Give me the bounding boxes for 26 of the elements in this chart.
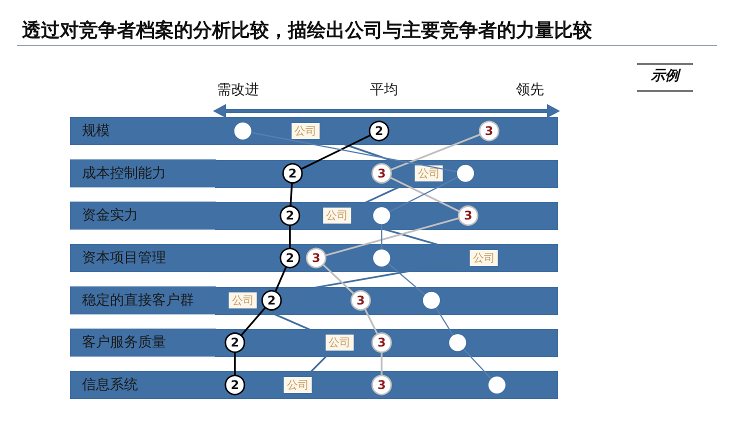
y-tick-label: 稳定的直接客户群 (82, 292, 194, 308)
y-tick-label: 成本控制能力 (82, 165, 166, 182)
text: 需改进 (217, 82, 259, 98)
y-tick-label: 信息系统 (82, 377, 138, 393)
text: 3 (464, 208, 472, 223)
text: 2 (267, 293, 276, 308)
y-tick-label: 客户服务质量 (82, 334, 166, 351)
text: 2 (230, 378, 240, 392)
text: 3 (377, 166, 386, 180)
text: 平均 (370, 82, 398, 98)
series-label: 3 (484, 124, 494, 138)
text: 3 (377, 336, 386, 350)
text: 2 (286, 251, 294, 265)
series-label: 2 (374, 124, 384, 138)
chart-title: 透过对竞争者档案的分析比较，描绘出公司与主要竞争者的力量比较 (21, 20, 593, 42)
y-tick-label: 资本项目管理 (82, 250, 166, 266)
text: 3 (312, 251, 320, 265)
text: 2 (230, 336, 240, 350)
y-tick-label: 规模 (82, 123, 110, 139)
text: 示例 (650, 68, 681, 84)
y-tick-label: 资金实力 (82, 208, 138, 224)
text: 3 (356, 293, 365, 308)
text: 2 (286, 208, 294, 223)
text: 3 (377, 378, 386, 392)
text: 2 (288, 166, 297, 180)
text: 领先 (516, 82, 544, 98)
